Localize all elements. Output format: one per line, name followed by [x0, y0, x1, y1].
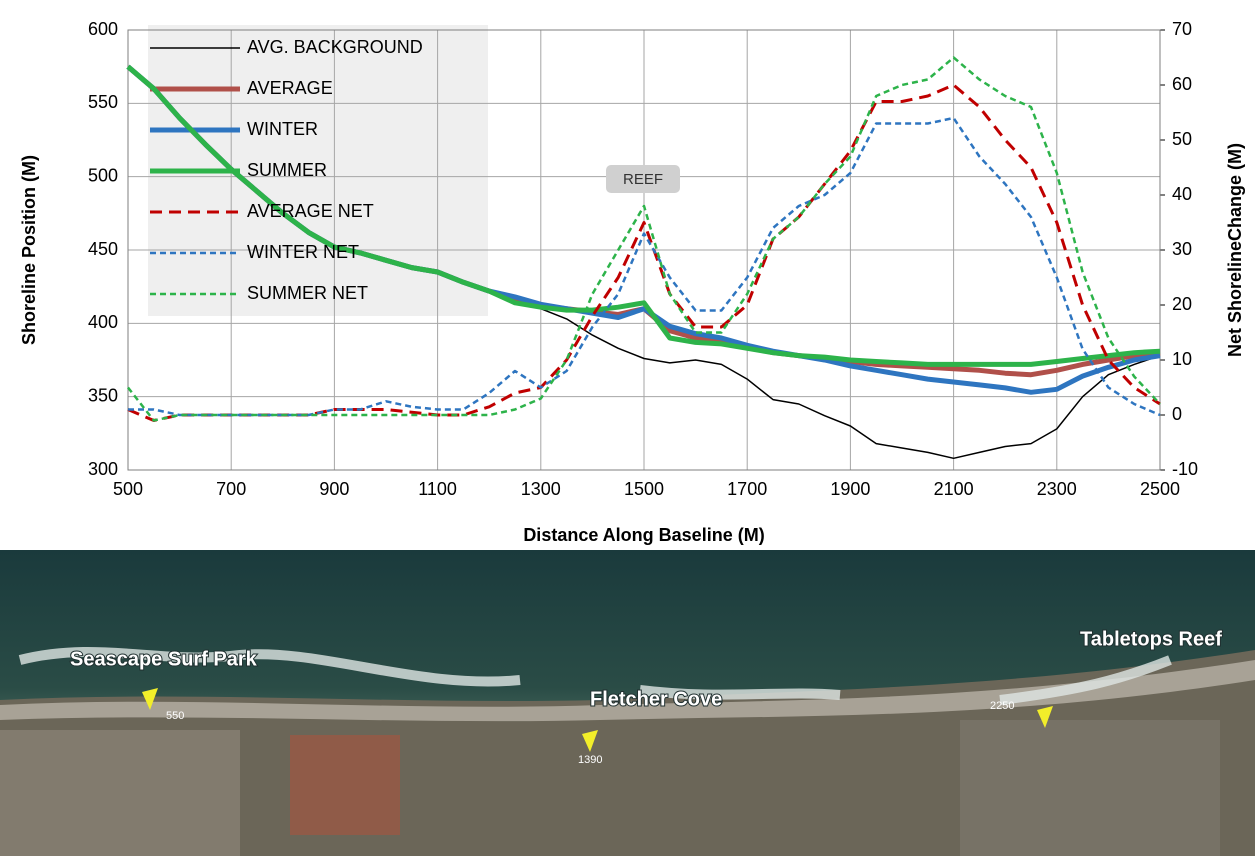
buildings — [0, 730, 240, 856]
legend-label: AVERAGE — [247, 78, 333, 98]
y2-tick-label: -10 — [1172, 459, 1198, 479]
surf — [18, 646, 1172, 705]
legend-label: AVG. BACKGROUND — [247, 37, 423, 57]
pin — [1037, 706, 1053, 728]
pin — [142, 688, 158, 710]
pin-label: 1390 — [578, 754, 602, 766]
y-tick-label: 600 — [88, 19, 118, 39]
pin — [582, 730, 598, 752]
legend-label: WINTER — [247, 119, 318, 139]
y2-tick-label: 70 — [1172, 19, 1192, 39]
series-line — [126, 64, 1161, 367]
x-tick-label: 1300 — [521, 479, 561, 499]
pin-label: 2250 — [990, 700, 1014, 712]
y-tick-label: 400 — [88, 312, 118, 332]
y2-tick-label: 50 — [1172, 129, 1192, 149]
y-tick-label: 500 — [88, 165, 118, 185]
annotation-box — [606, 165, 680, 193]
legend-label: SUMMER — [247, 160, 327, 180]
y2-tick-label: 10 — [1172, 349, 1192, 369]
legend-label: AVERAGE NET — [247, 201, 374, 221]
x-tick-label: 1500 — [624, 479, 664, 499]
x-tick-label: 500 — [113, 479, 143, 499]
annotation: REEF — [623, 171, 663, 188]
x-tick-label: 2300 — [1037, 479, 1077, 499]
series-line — [128, 116, 1161, 417]
y-tick-label: 550 — [88, 92, 118, 112]
map-label: Fletcher Cove — [590, 688, 722, 710]
y2-tick-label: 0 — [1172, 404, 1182, 424]
map-label: Tabletops Reef — [1080, 628, 1222, 650]
map-label: Seascape Surf Park — [70, 648, 258, 670]
plot-frame — [127, 29, 1161, 471]
y-tick-label: 350 — [88, 385, 118, 405]
x-tick-label: 2500 — [1140, 479, 1180, 499]
x-tick-label: 1100 — [418, 479, 457, 499]
beach — [0, 660, 1255, 722]
aerial-image: Seascape Surf Park Fletcher Cove Tableto… — [0, 550, 1255, 856]
x-tick-label: 1700 — [727, 479, 767, 499]
x-tick-label: 2100 — [934, 479, 974, 499]
x-tick-label: 900 — [319, 479, 349, 499]
buildings — [960, 720, 1220, 856]
x-tick-label: 1900 — [830, 479, 870, 499]
y2-tick-label: 60 — [1172, 74, 1192, 94]
y2-axis-title: Net ShorelineChange (M) — [1225, 143, 1245, 357]
y2-tick-label: 40 — [1172, 184, 1192, 204]
x-tick-label: 700 — [216, 479, 246, 499]
y-tick-label: 450 — [88, 239, 118, 259]
legend-label: SUMMER NET — [247, 283, 368, 303]
y2-tick-label: 20 — [1172, 294, 1192, 314]
legend-label: WINTER NET — [247, 242, 359, 262]
series-line — [127, 56, 1161, 422]
y-tick-label: 300 — [88, 459, 118, 479]
pin-label: 550 — [166, 710, 184, 722]
buildings — [290, 735, 400, 835]
x-axis-title: Distance Along Baseline (M) — [523, 525, 764, 545]
y2-tick-label: 30 — [1172, 239, 1192, 259]
y-axis-title: Shoreline Position (M) — [19, 155, 39, 345]
